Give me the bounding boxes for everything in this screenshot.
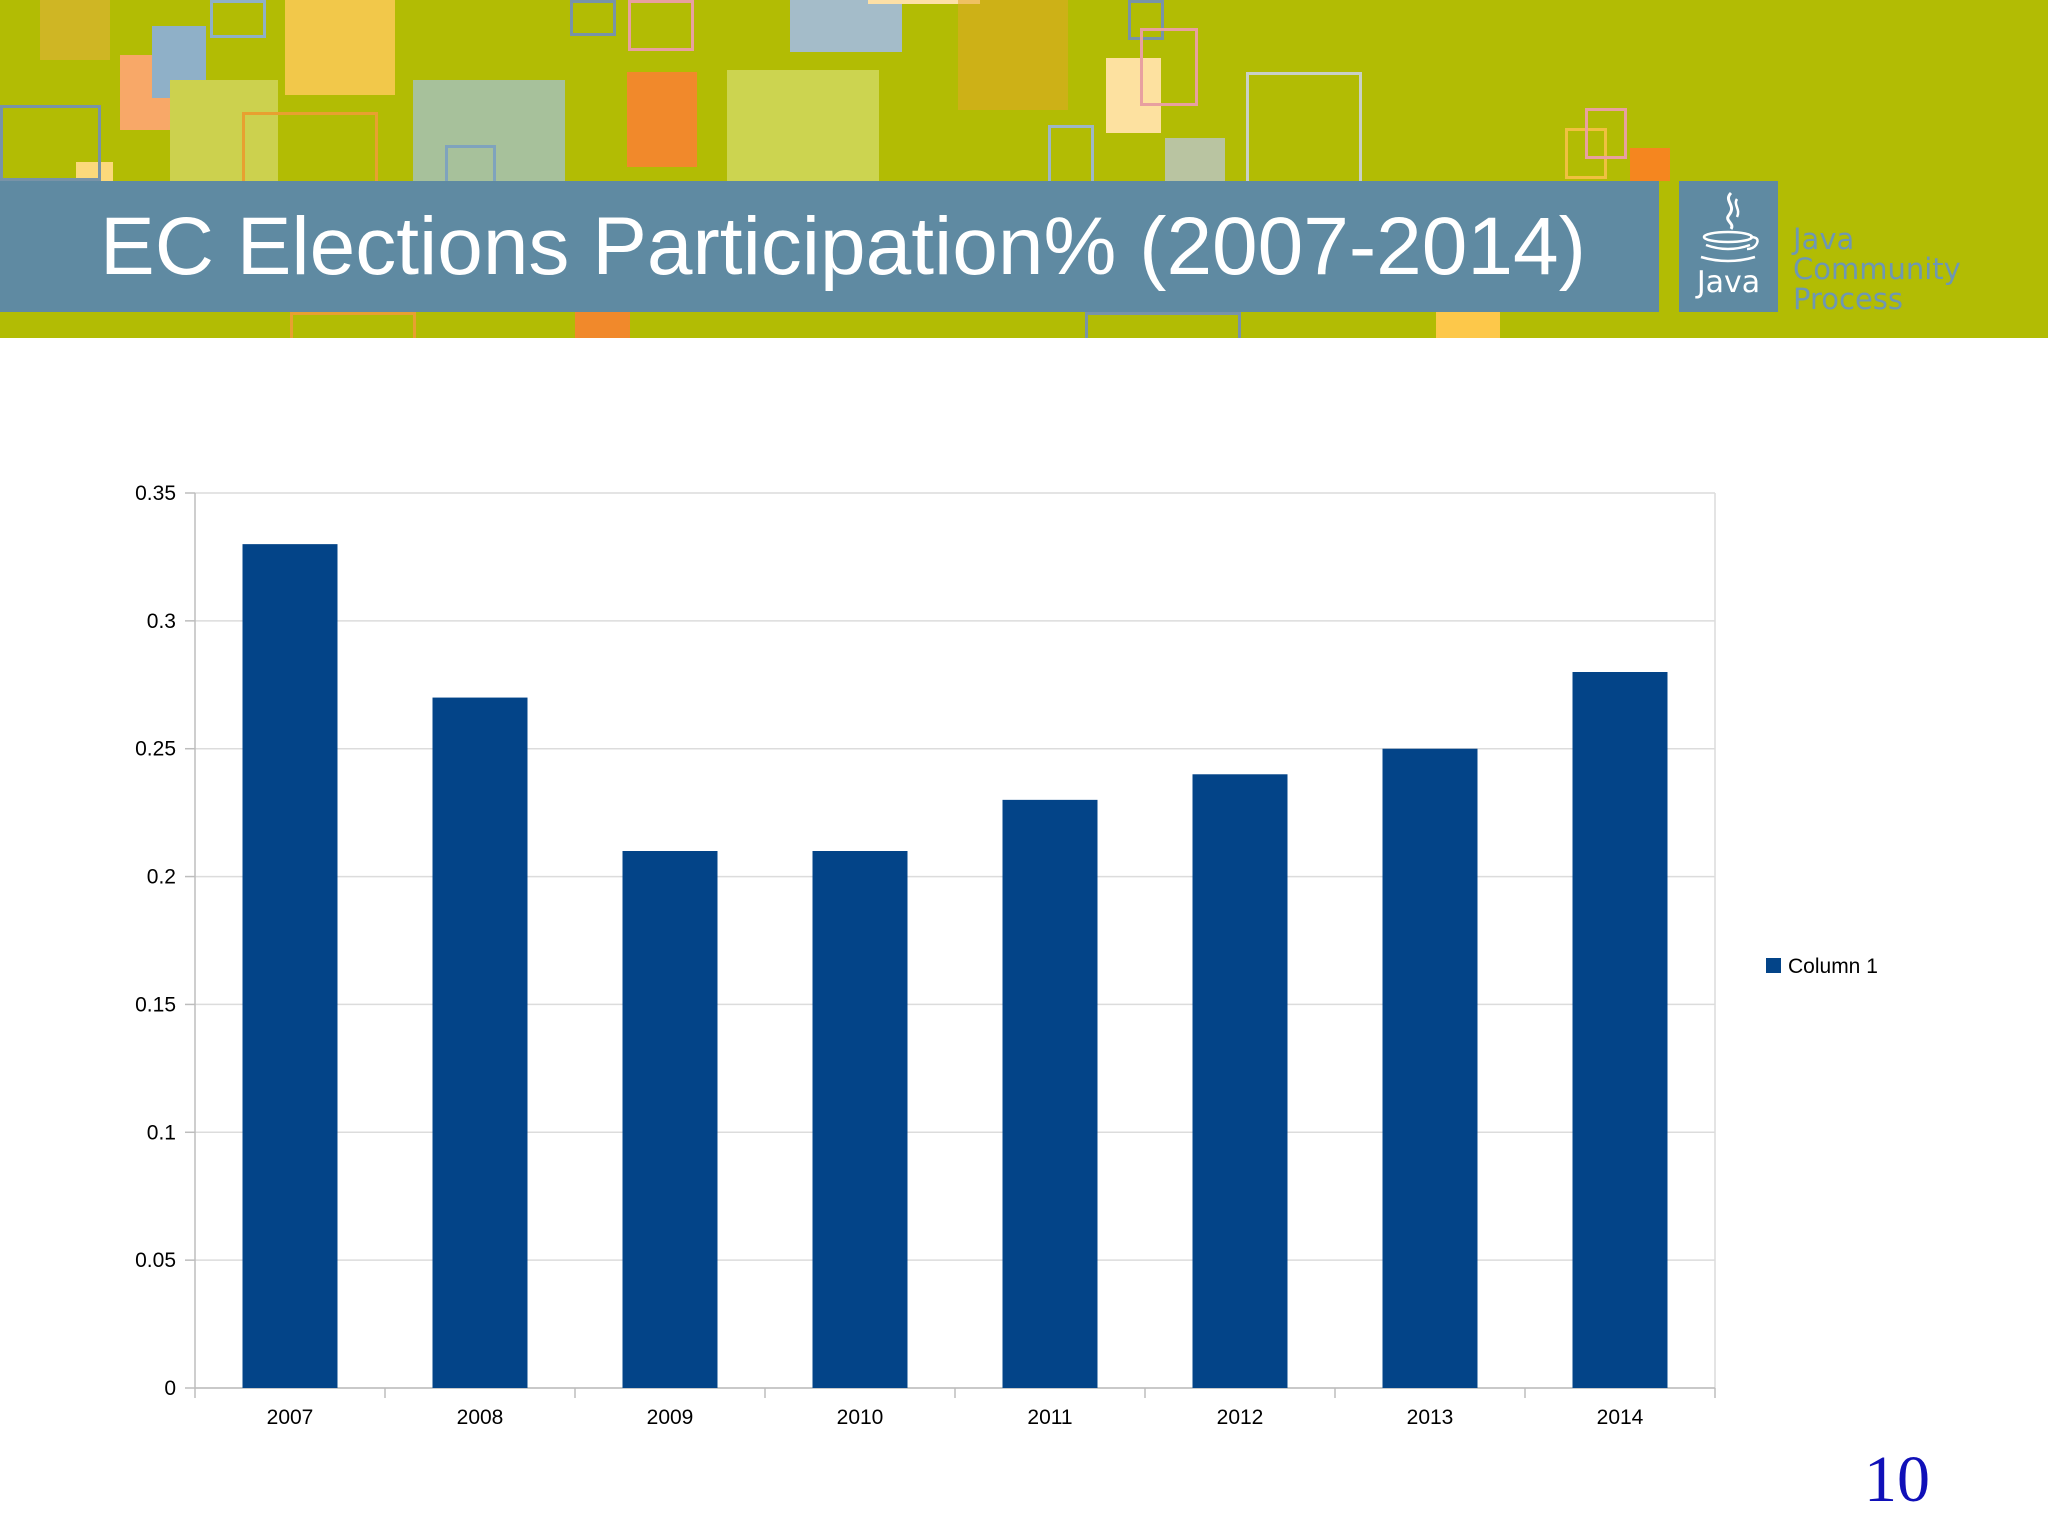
logo-line-2: Community: [1793, 252, 1961, 286]
bar: [242, 544, 338, 1388]
bar: [1002, 799, 1098, 1388]
bar: [1572, 672, 1668, 1388]
x-tick-label: 2011: [1027, 1406, 1072, 1429]
x-tick-label: 2014: [1597, 1406, 1644, 1429]
y-tick-label: 0.3: [147, 610, 176, 633]
java-coffee-cup-icon: [1700, 191, 1759, 263]
x-tick-label: 2013: [1407, 1406, 1454, 1429]
logo-line-1: Java: [1793, 222, 1855, 256]
page-number: 10: [1864, 1443, 1930, 1516]
bar: [622, 851, 718, 1388]
y-tick-label: 0.1: [147, 1121, 176, 1144]
bar: [1192, 774, 1288, 1388]
y-tick-label: 0.05: [135, 1249, 176, 1272]
slide-title: EC Elections Participation% (2007-2014): [100, 201, 1586, 292]
java-logo: Java: [1679, 181, 1778, 312]
y-tick-label: 0.25: [135, 738, 176, 761]
bar: [812, 851, 908, 1388]
x-tick-label: 2010: [837, 1406, 884, 1429]
java-wordmark: Java: [1696, 265, 1761, 300]
bar: [1382, 748, 1478, 1388]
y-tick-label: 0: [164, 1377, 176, 1400]
java-community-process-logo-text: Java Community Process: [1793, 224, 1961, 314]
bar: [432, 697, 528, 1388]
legend-swatch: [1766, 958, 1781, 973]
x-tick-label: 2007: [267, 1406, 314, 1429]
y-tick-label: 0.35: [135, 482, 176, 505]
y-tick-label: 0.2: [147, 866, 176, 889]
x-tick-label: 2009: [647, 1406, 694, 1429]
x-tick-label: 2012: [1217, 1406, 1264, 1429]
y-tick-label: 0.15: [135, 993, 176, 1016]
logo-line-3: Process: [1793, 282, 1904, 316]
legend-label: Column 1: [1788, 955, 1878, 978]
x-tick-label: 2008: [457, 1406, 504, 1429]
title-bar: EC Elections Participation% (2007-2014): [0, 181, 1659, 312]
